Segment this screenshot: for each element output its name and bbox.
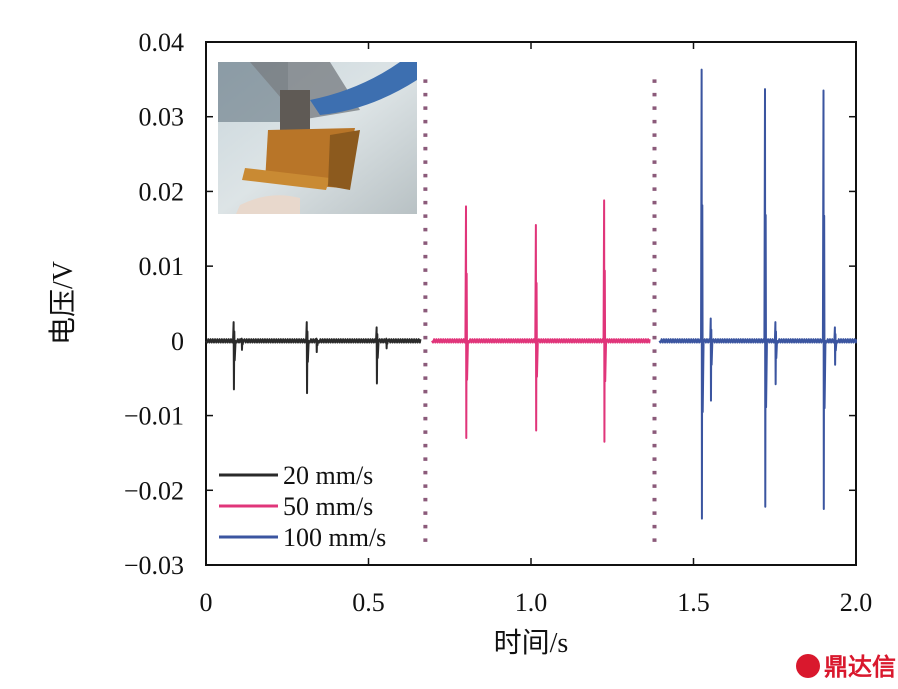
watermark-logo-icon [796, 654, 820, 678]
x-tick-label: 0 [200, 588, 213, 617]
series-line-3 [658, 68, 857, 520]
series-line-2 [431, 199, 651, 443]
y-tick-label: 0.04 [139, 28, 185, 57]
y-tick-label: −0.01 [124, 402, 184, 431]
y-tick-label: 0.01 [139, 252, 185, 281]
y-tick-label: 0.03 [139, 103, 185, 132]
x-tick-label: 1.5 [677, 588, 710, 617]
y-tick-label: −0.03 [124, 551, 184, 580]
x-axis-label: 时间/s [494, 627, 569, 659]
y-tick-label: 0.02 [139, 177, 185, 206]
x-tick-label: 0.5 [352, 588, 385, 617]
watermark-text: 鼎达信 [824, 653, 896, 681]
legend-entry-label: 50 mm/s [283, 492, 373, 521]
x-tick-label: 1.0 [515, 588, 548, 617]
y-tick-label: −0.02 [124, 476, 184, 505]
series-line-1 [205, 321, 422, 395]
legend-entry-label: 100 mm/s [283, 523, 386, 552]
series-group [205, 68, 857, 520]
y-tick-label: 0 [171, 327, 184, 356]
axis-tick-labels: 0 0.5 1.0 1.5 2.0 −0.03 −0.02 −0.01 0 0.01 0.02 0.0… [124, 28, 872, 617]
inset-photo [218, 62, 417, 214]
y-axis-label: 电压/V [47, 261, 79, 345]
x-tick-label: 2.0 [840, 588, 873, 617]
speed-dividers [423, 79, 657, 547]
legend-entry-label: 20 mm/s [283, 461, 373, 490]
watermark: 鼎达信 [796, 653, 896, 681]
